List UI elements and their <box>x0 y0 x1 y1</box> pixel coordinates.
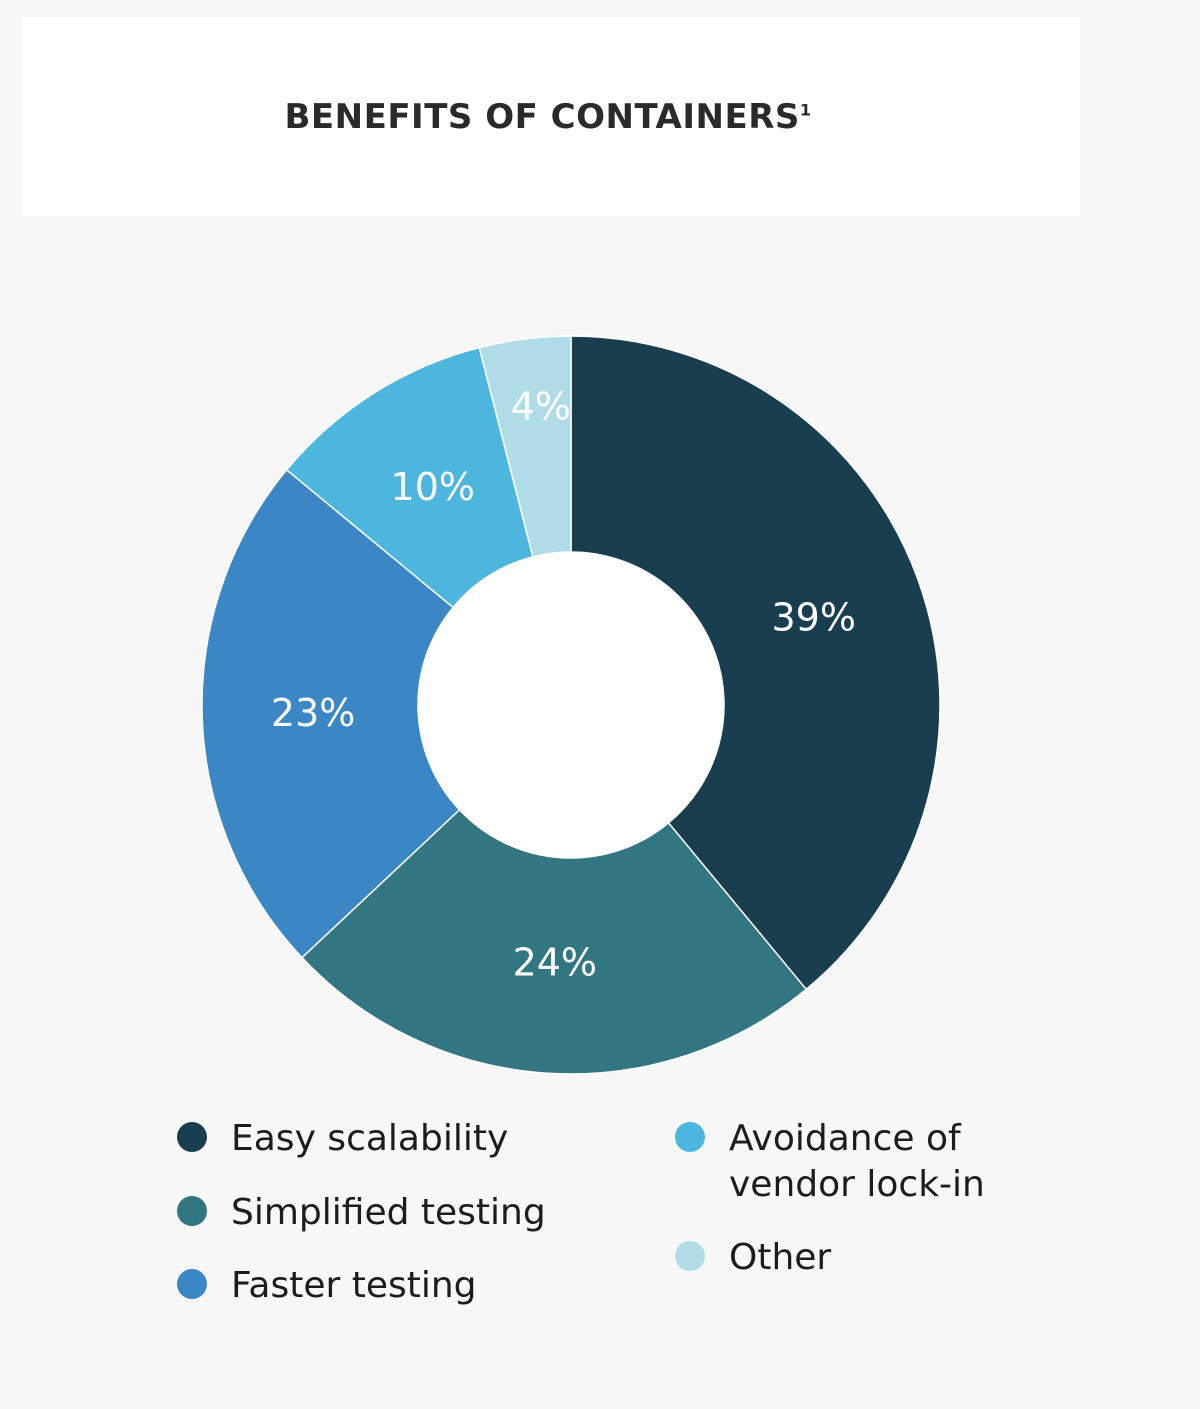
chart-title-footnote-marker: 1 <box>799 100 812 120</box>
chart-title-text: BENEFITS OF CONTAINERS <box>284 97 800 137</box>
slice-label-avoidance-of-vendor-lock-in: 10% <box>391 465 475 509</box>
slice-label-simplified-testing: 24% <box>513 940 597 984</box>
slice-label-other: 4% <box>511 385 571 429</box>
slice-label-easy-scalability: 39% <box>772 596 856 640</box>
chart-title: BENEFITS OF CONTAINERS1 <box>0 95 1096 139</box>
slice-label-faster-testing: 23% <box>271 691 355 735</box>
title-card <box>22 17 1080 216</box>
donut-hole <box>418 552 724 858</box>
